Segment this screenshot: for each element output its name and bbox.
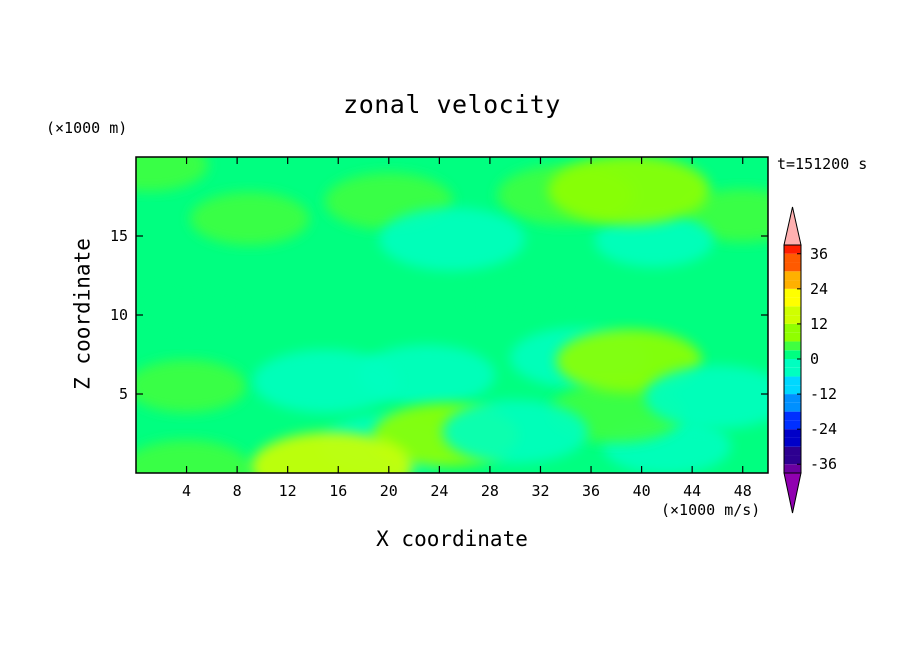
x-tick-label: 40 bbox=[633, 482, 651, 500]
x-tick-label: 36 bbox=[582, 482, 600, 500]
colorbar-bin bbox=[784, 376, 801, 386]
colorbar-bin bbox=[784, 394, 801, 403]
x-tick-label: 44 bbox=[683, 482, 701, 500]
colorbar-bin bbox=[784, 288, 801, 298]
field-feature bbox=[136, 285, 242, 336]
colorbar-bin bbox=[784, 323, 801, 333]
field-feature bbox=[594, 214, 714, 268]
colorbar-bin bbox=[784, 385, 801, 395]
colorbar-bin bbox=[784, 446, 801, 456]
field-feature bbox=[136, 359, 247, 413]
x-axis: 4 8 12 16 20 24 28 32 36 40 44 48 bbox=[182, 157, 752, 500]
y-tick-label: 5 bbox=[119, 385, 128, 403]
colorbar-tick-label: 12 bbox=[810, 315, 828, 333]
x-tick-label: 32 bbox=[531, 482, 549, 500]
colorbar-bin bbox=[784, 271, 801, 281]
colorbar-bin bbox=[784, 253, 801, 263]
colorbar-tick-label: -24 bbox=[810, 420, 837, 438]
time-label: t=151200 s bbox=[777, 155, 868, 173]
colorbar-tick-label: -12 bbox=[810, 385, 837, 403]
x-tick-label: 16 bbox=[329, 482, 347, 500]
colorbar-bin bbox=[784, 332, 801, 342]
field-feature bbox=[644, 365, 768, 429]
field-feature bbox=[379, 207, 525, 271]
colorbar-bin bbox=[784, 402, 801, 412]
field-feature bbox=[251, 431, 413, 473]
colorbar-bin bbox=[784, 464, 801, 473]
x-tick-label: 12 bbox=[279, 482, 297, 500]
colorbar-bin bbox=[784, 411, 801, 421]
colorbar-bin bbox=[784, 297, 801, 307]
colorbar-bin bbox=[784, 315, 801, 324]
colorbar-bin bbox=[784, 367, 801, 377]
x-tick-label: 20 bbox=[380, 482, 398, 500]
colorbar-bin bbox=[784, 280, 801, 289]
x-tick-label: 28 bbox=[481, 482, 499, 500]
colorbar-bin bbox=[784, 455, 801, 465]
x-tick-label: 48 bbox=[734, 482, 752, 500]
field-feature bbox=[136, 157, 209, 192]
colorbar-tick-label: 24 bbox=[810, 280, 828, 298]
contour-field bbox=[136, 157, 768, 473]
colorbar-bin bbox=[784, 420, 801, 430]
colorbar-tick-label: 0 bbox=[810, 350, 819, 368]
colorbar-bin bbox=[784, 306, 801, 316]
colorbar-bin bbox=[784, 262, 801, 272]
colorbar-extend-max bbox=[783, 206, 802, 246]
colorbar-extend-min bbox=[783, 472, 802, 514]
colorbar-bin bbox=[784, 350, 801, 359]
colorbar: 36 24 12 0 -12 -24 -36 bbox=[783, 206, 837, 514]
field-feature bbox=[190, 192, 310, 246]
y-axis: 5 10 15 bbox=[110, 227, 768, 403]
y-tick-label: 10 bbox=[110, 306, 128, 324]
field-feature bbox=[464, 271, 566, 318]
x-tick-label: 24 bbox=[430, 482, 448, 500]
colorbar-bin bbox=[784, 429, 801, 438]
y-axis-label: Z coordinate bbox=[70, 238, 95, 390]
field-feature bbox=[548, 157, 710, 225]
x-unit-label: (×1000 m/s) bbox=[661, 501, 761, 519]
colorbar-bin bbox=[784, 245, 801, 254]
y-unit-label: (×1000 m) bbox=[46, 119, 128, 137]
colorbar-bin bbox=[784, 437, 801, 447]
chart-title: zonal velocity bbox=[343, 90, 561, 119]
field-feature bbox=[442, 400, 589, 464]
colorbar-bin bbox=[784, 341, 801, 351]
field-feature bbox=[252, 349, 399, 414]
colorbar-bin bbox=[784, 359, 801, 368]
x-axis-label: X coordinate bbox=[376, 527, 528, 551]
x-tick-label: 8 bbox=[233, 482, 242, 500]
x-tick-label: 4 bbox=[182, 482, 191, 500]
field-feature bbox=[136, 440, 251, 473]
colorbar-tick-label: -36 bbox=[810, 455, 837, 473]
y-tick-label: 15 bbox=[110, 227, 128, 245]
colorbar-tick-label: 36 bbox=[810, 245, 828, 263]
